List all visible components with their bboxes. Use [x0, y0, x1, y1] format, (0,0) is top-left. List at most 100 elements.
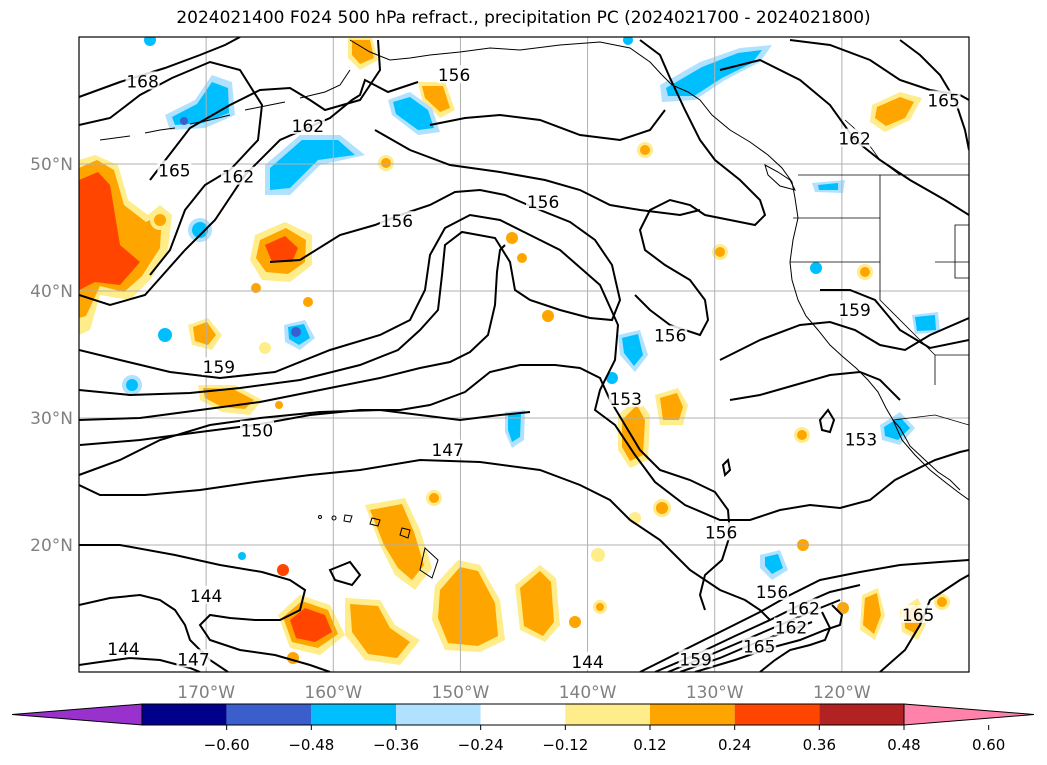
contour-144-a: [79, 544, 331, 672]
map-title: 2024021400 F024 500 hPa refract., precip…: [176, 8, 871, 28]
colorbar-segment: [311, 704, 396, 725]
contour-label: 165: [743, 638, 775, 658]
precip-cell: [656, 502, 668, 514]
contour-156-alaska: [429, 109, 666, 142]
hawaii-kauai: [343, 514, 353, 523]
contour-label-bg: [926, 90, 961, 109]
contour-label-bg: [570, 651, 605, 670]
contour-label: 156: [527, 193, 559, 213]
lon-label: 130°W: [686, 683, 744, 703]
north-america-coast: [661, 74, 969, 501]
hawaii-maui: [399, 527, 411, 539]
colorbar-tick-label: −0.60: [204, 736, 250, 754]
colorbar-frame: [141, 703, 905, 726]
contour-label-bg: [742, 636, 777, 655]
contour-label: 153: [845, 431, 877, 451]
contour-label-bg: [901, 604, 936, 623]
precip-area-116w-core: [863, 593, 881, 634]
contour-label: 159: [679, 650, 711, 670]
contour-label-bg: [774, 617, 808, 636]
precip-cell: [937, 597, 947, 607]
contour-147: [79, 458, 771, 621]
contour-165-loop: [149, 39, 382, 181]
precip-cell: [797, 430, 807, 440]
contour-144-b: [79, 656, 201, 672]
contour-label-bg: [201, 357, 236, 376]
precip-area-157w-north-core: [352, 40, 374, 64]
contour-label-bg: [189, 585, 224, 604]
contour-label: 150: [241, 422, 273, 442]
colorbar-segment: [396, 704, 481, 725]
colorbar-tick-label: 0.60: [972, 736, 1005, 754]
contour-159: [79, 213, 969, 521]
colorbar-extend-high: [903, 703, 1035, 726]
precip-neg-cell: [180, 117, 188, 125]
precip-neg-133w-core: [622, 334, 643, 366]
precip-cell: [506, 232, 518, 244]
colorbar-segment: [734, 704, 820, 725]
precip-neg-164w-core: [270, 140, 355, 190]
aleutian-islands: [99, 69, 351, 141]
contour-label: 165: [158, 161, 190, 181]
precip-cell: [517, 253, 527, 263]
precip-cell: [429, 493, 439, 503]
lon-label: 140°W: [559, 683, 617, 703]
contour-label: 156: [756, 583, 788, 603]
colorbar-extend-low: [11, 703, 143, 726]
contour-label-bg: [106, 639, 141, 658]
precip-cell: [569, 616, 581, 628]
contour-label-bg: [608, 388, 643, 407]
longitude-labels: 170°W 160°W 150°W 140°W 130°W 120°W: [177, 683, 871, 703]
contour-label-bg: [379, 211, 414, 230]
lat-label: 40°N: [30, 282, 73, 302]
colorbar-segment: [142, 704, 227, 725]
contour-156-south: [79, 244, 506, 421]
colorbar-tick-label: −0.12: [542, 736, 588, 754]
precip-neg-gulf-alaska-core: [666, 50, 762, 96]
precip-cell: [275, 401, 283, 409]
precip-neg-cell: [606, 372, 618, 384]
contour-label-bg: [843, 429, 878, 448]
island: [331, 515, 337, 521]
precip-neg-122w-north-core: [818, 183, 838, 190]
contour-label-bg: [437, 65, 472, 84]
or-ca-border: [790, 175, 881, 263]
vancouver-island: [764, 163, 796, 191]
contour-162-se: [759, 611, 832, 672]
lat-label: 50°N: [30, 155, 73, 175]
precip-cell: [837, 602, 849, 614]
contour-label-bg: [240, 420, 274, 439]
contour-label-bg: [653, 325, 688, 344]
precip-cell: [640, 145, 650, 155]
state-borders: [790, 119, 969, 426]
contour-156-north-lobe: [374, 129, 701, 217]
contour-label-bg: [704, 522, 739, 541]
island: [318, 515, 322, 519]
contour-lobe-135w: [634, 39, 767, 337]
contour-label-bg: [837, 300, 872, 319]
precip-area-hawaii-core: [370, 504, 424, 580]
map-gridlines: [79, 37, 969, 672]
contour-label-bg: [290, 115, 325, 134]
contour-label-bg: [786, 598, 821, 617]
precip-neg-cell: [158, 328, 172, 342]
contour-165-northeast: [899, 39, 969, 151]
contour-label: 144: [571, 653, 603, 673]
contour-lobe-inner: [729, 370, 901, 401]
colorbar-tick-label: 0.48: [887, 736, 920, 754]
precip-neg-cell: [810, 262, 822, 274]
lon-label: 170°W: [177, 683, 235, 703]
contour-label-bg: [754, 581, 789, 600]
contour-label-bg: [837, 128, 872, 147]
contour-label: 162: [775, 619, 807, 639]
colorbar-segment: [226, 704, 312, 725]
colorbar-tick-label: 0.12: [633, 736, 666, 754]
contour-lobe-west-coast: [719, 317, 969, 361]
contour-ridge-1: [639, 559, 969, 672]
contour-label: 153: [609, 390, 641, 410]
mx-border: [892, 414, 969, 426]
precip-cell: [154, 214, 166, 226]
hawaii-oahu: [369, 517, 381, 527]
